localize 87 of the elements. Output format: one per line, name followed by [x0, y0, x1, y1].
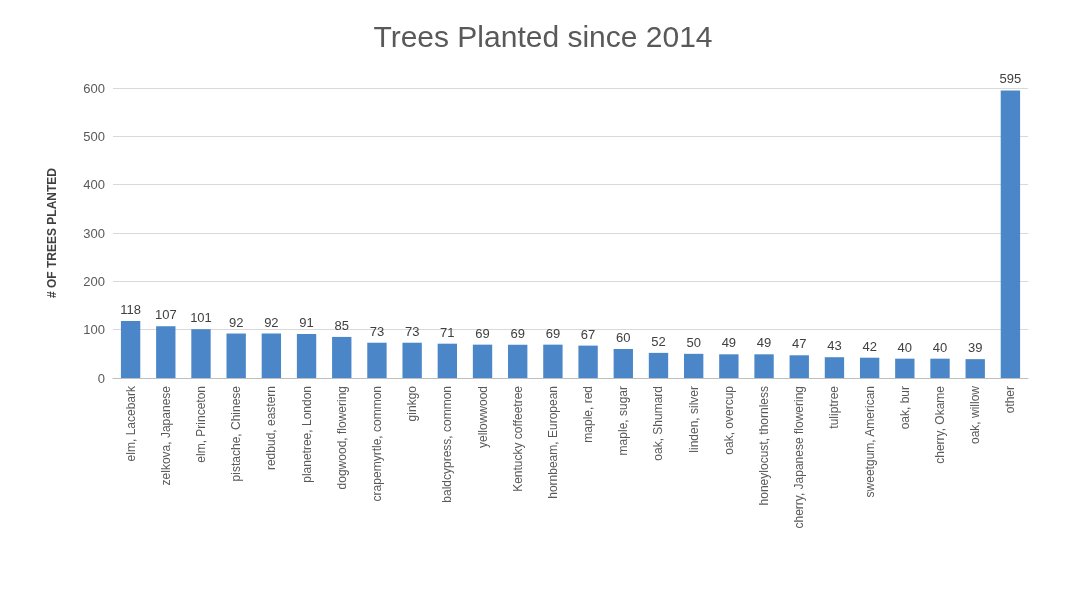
bar: [895, 358, 915, 378]
x-tick-label: cherry, Okame: [933, 385, 948, 464]
chart-title: Trees Planted since 2014: [373, 19, 713, 53]
y-tick-label: 0: [97, 370, 105, 386]
data-label: 595: [999, 71, 1022, 87]
data-label: 71: [440, 324, 455, 340]
bar: [402, 342, 422, 378]
bar: [296, 334, 317, 378]
bar: [578, 345, 598, 378]
data-label: 49: [721, 335, 737, 351]
bar: [156, 326, 176, 378]
x-tick-label: honeylocust, thornless: [757, 386, 772, 506]
data-label: 47: [792, 336, 807, 352]
data-label: 69: [510, 325, 525, 341]
y-tick-label: 300: [83, 225, 105, 241]
data-label: 91: [299, 315, 314, 331]
bar: [684, 353, 704, 378]
y-tick-label: 500: [83, 128, 105, 144]
x-tick-label: tuliptree: [827, 385, 842, 429]
x-tick-label: dogwood, flowering: [334, 386, 349, 490]
y-tick-label: 200: [83, 273, 105, 289]
x-tick-label: zelkova, Japanese: [158, 385, 173, 486]
x-tick-label: baldcypress, common: [440, 386, 455, 503]
x-tick-label: maple, sugar: [616, 386, 631, 456]
bar: [824, 357, 845, 378]
bar: [472, 344, 493, 378]
bar: [332, 336, 352, 378]
x-tick-label: maple, red: [581, 386, 596, 443]
bar: [508, 344, 528, 378]
data-label: 69: [475, 325, 490, 341]
x-tick-label: cherry, Japanese flowering: [792, 386, 807, 529]
y-tick-label: 600: [83, 80, 105, 96]
bar: [367, 342, 387, 378]
data-label: 43: [827, 338, 842, 354]
data-label: 50: [686, 334, 701, 350]
data-label: 67: [580, 326, 596, 342]
y-axis-title: # OF TREES PLANTED: [45, 167, 59, 299]
data-label: 107: [154, 307, 177, 323]
x-tick-label: oak, willow: [968, 385, 983, 445]
bar: [1000, 90, 1021, 378]
y-tick-label: 400: [83, 177, 105, 193]
bar: [754, 354, 774, 378]
x-tick-label: oak, bur: [897, 386, 912, 430]
x-tick-label: ginkgo: [405, 385, 420, 422]
bar: [930, 358, 950, 378]
bar: [261, 333, 282, 378]
data-label: 85: [334, 317, 349, 333]
x-tick-label: elm, Princeton: [193, 386, 208, 463]
bar: [648, 352, 669, 378]
bar: [543, 344, 563, 378]
x-tick-label: yellowwood: [475, 386, 490, 449]
data-label: 40: [932, 339, 948, 355]
bar: [859, 357, 880, 378]
bar: [613, 349, 633, 378]
x-tick-label: other: [1003, 386, 1018, 414]
x-tick-label: elm, Lacebark: [123, 385, 138, 462]
x-tick-label: pistache, Chinese: [229, 385, 244, 482]
data-label: 42: [862, 338, 877, 354]
data-label: 52: [651, 333, 666, 349]
data-label: 39: [967, 340, 983, 356]
x-tick-label: planetree, London: [299, 386, 314, 483]
data-label: 101: [190, 310, 212, 326]
bar: [191, 329, 211, 378]
x-tick-label: crapemyrtle, common: [369, 386, 384, 502]
data-label: 49: [756, 335, 772, 351]
data-label: 118: [120, 301, 141, 317]
x-tick-label: oak, Shumard: [651, 386, 666, 461]
bar: [226, 333, 246, 378]
x-tick-label: linden, silver: [686, 386, 701, 453]
x-tick-label: sweetgum, American: [862, 386, 877, 498]
bar: [789, 355, 809, 378]
x-tick-label: hornbeam, European: [545, 386, 560, 499]
data-label: 92: [228, 314, 244, 330]
data-label: 40: [897, 339, 913, 355]
bar: [437, 343, 457, 378]
x-tick-label: Kentucky coffeetree: [510, 385, 525, 492]
bar: [965, 359, 985, 378]
data-label: 69: [545, 325, 561, 341]
bar: [719, 354, 739, 378]
x-tick-label: redbud, eastern: [264, 386, 279, 471]
data-label: 73: [369, 323, 385, 339]
y-tick-label: 100: [83, 322, 105, 338]
data-label: 73: [404, 323, 420, 339]
data-label: 92: [264, 314, 279, 330]
data-label: 60: [616, 330, 631, 345]
x-tick-label: oak, overcup: [721, 385, 736, 455]
bar: [120, 320, 141, 378]
